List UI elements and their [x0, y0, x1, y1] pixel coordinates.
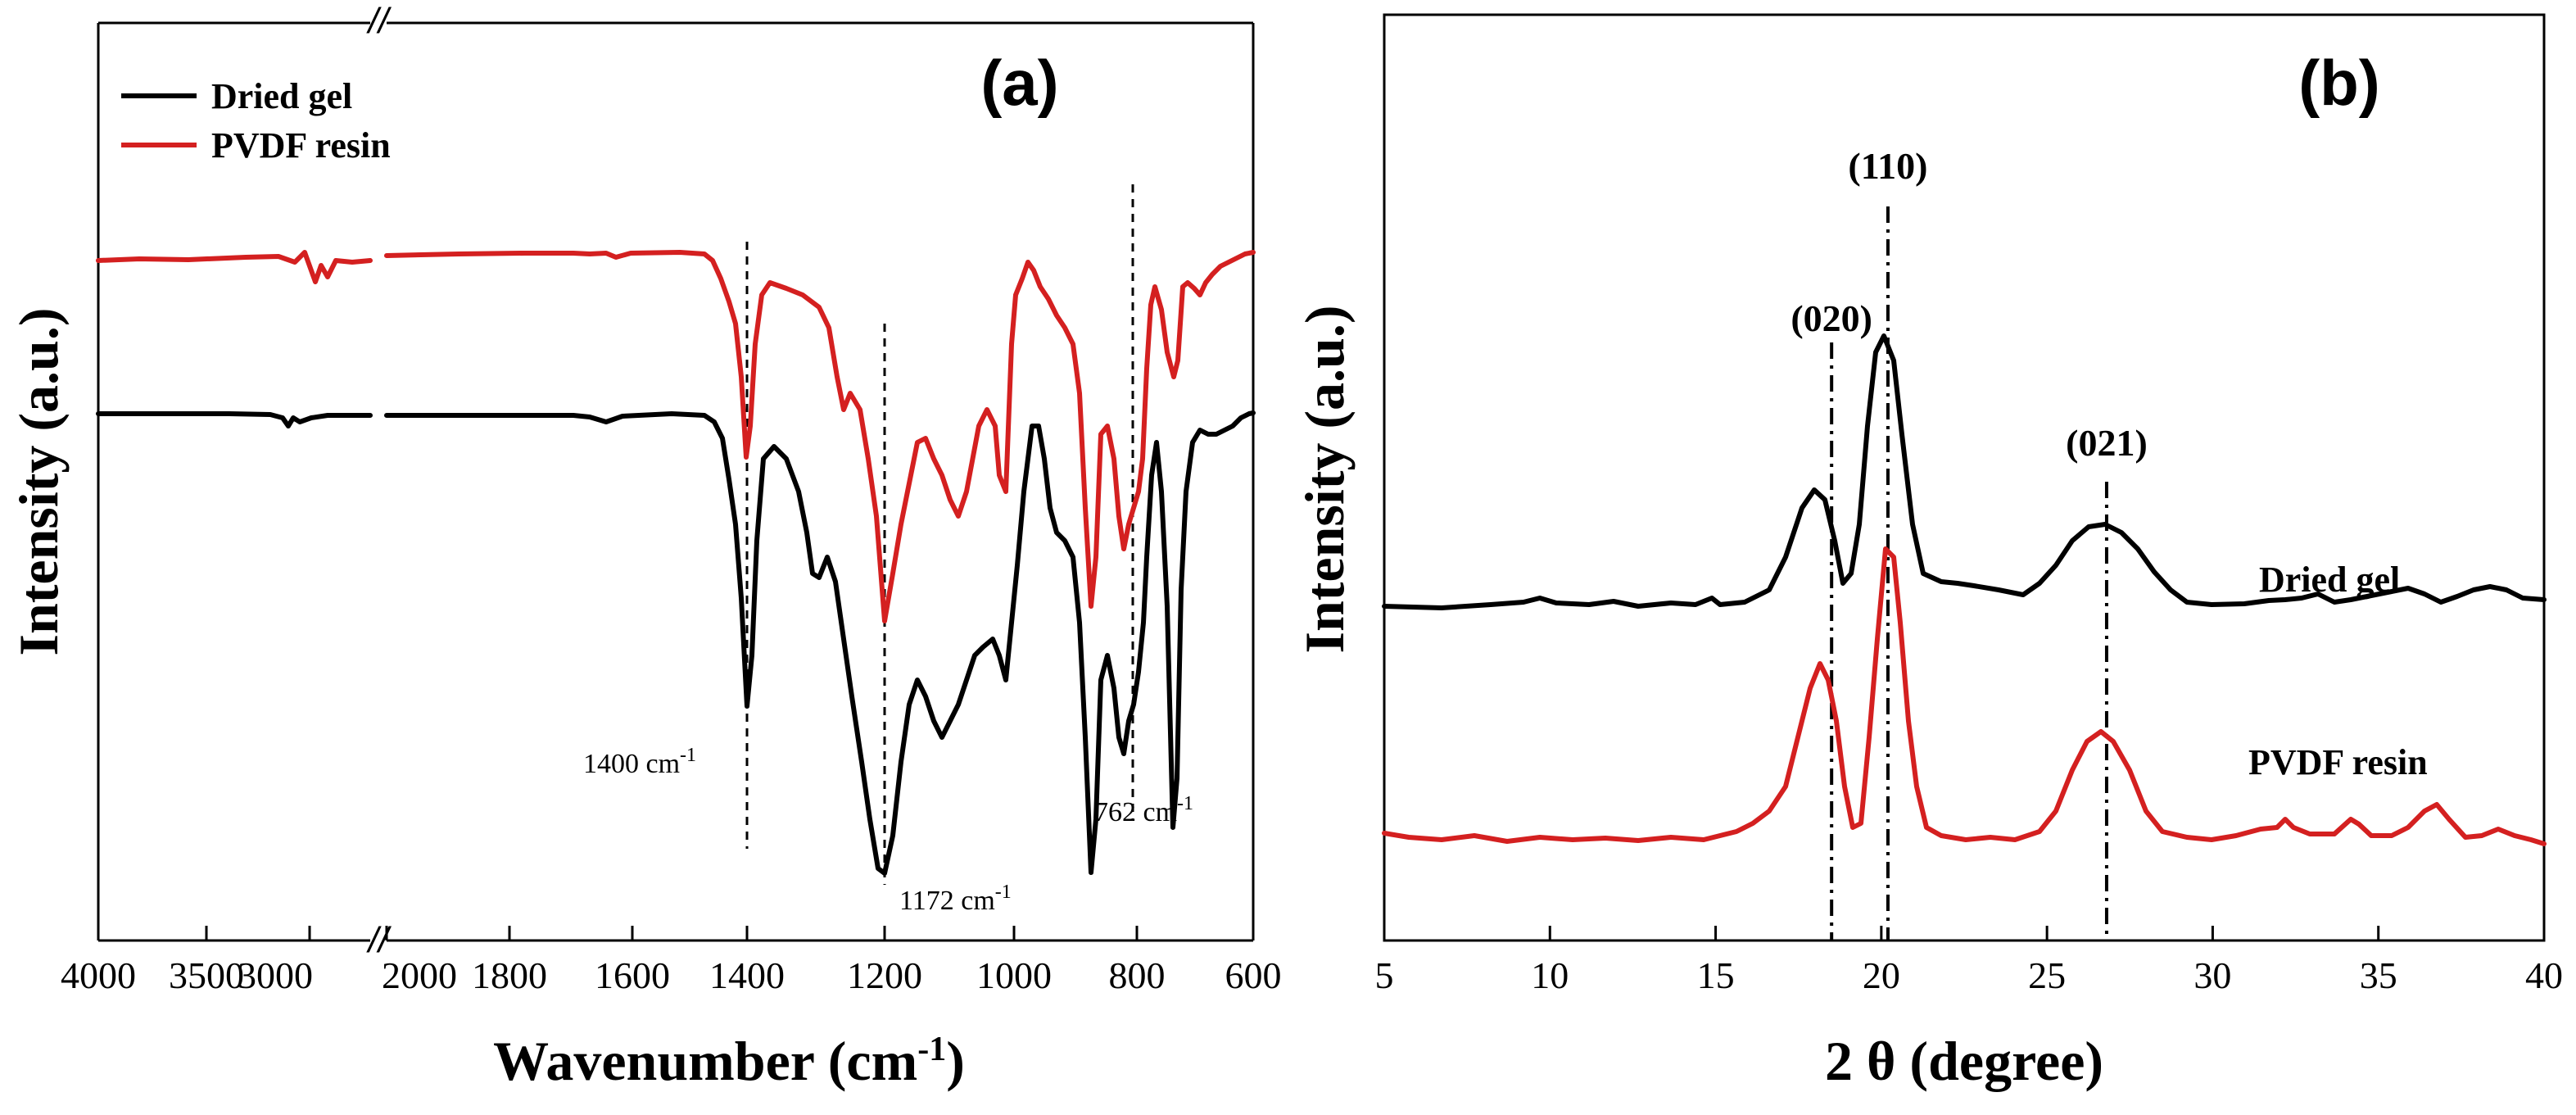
legend-label-pvdf-resin: PVDF resin [211, 125, 391, 165]
panel-b-peak-label-021: (021) [2066, 422, 2148, 464]
panel-b-series-dried-gel [1382, 333, 2547, 610]
panel-b-tick-label: 10 [1531, 954, 1569, 996]
panel-b-series-pvdf-resin [1382, 546, 2547, 846]
panel-b-tick-label: 35 [2360, 954, 2397, 996]
panel-a-tick-label: 2000 [382, 954, 457, 996]
panel-a-tick-label: 600 [1225, 954, 1282, 996]
panel-b-tick-label: 15 [1697, 954, 1735, 996]
panel-b-x-axis-title: 2 θ (degree) [1825, 1030, 2103, 1092]
panel-a-tick-label: 1000 [976, 954, 1052, 996]
panel-b-tick-label: 25 [2028, 954, 2066, 996]
panel-b-y-axis-title: Intensity (a.u.) [1293, 305, 1356, 653]
panel-a-x-axis-title: Wavenumber (cm-1) [493, 1030, 965, 1092]
panel-b-curve-label-dried-gel: Dried gel [2259, 560, 2400, 600]
panel-a-tick-label: 1600 [595, 954, 670, 996]
panel-a-tick-label: 4000 [61, 954, 136, 996]
panel-b: 5 10 15 20 25 30 35 40 (b) (020) (110) (021) Dr… [1293, 13, 2563, 1092]
panel-a-annotation-1400: 1400 cm-1 [583, 745, 696, 779]
panel-a-tick-label: 1400 [709, 954, 785, 996]
panel-b-tick-label: 30 [2193, 954, 2231, 996]
panel-a-annotation-762: 762 cm-1 [1094, 793, 1193, 827]
panel-a-y-axis-title: Intensity (a.u.) [7, 307, 70, 655]
panel-a-series-pvdf-resin [96, 250, 1256, 623]
panel-b-frame [1383, 13, 2546, 942]
panel-a-tick-label: 3000 [238, 954, 313, 996]
panel-a-tick-label: 3500 [169, 954, 244, 996]
panel-b-tick-label: 20 [1863, 954, 1900, 996]
panel-b-tick-label: 40 [2525, 954, 2563, 996]
panel-b-tick-label: 5 [1375, 954, 1394, 996]
panel-b-x-ticks: 5 10 15 20 25 30 35 40 [1375, 926, 2563, 996]
panel-a-legend: Dried gel PVDF resin [121, 76, 391, 165]
panel-b-curve-label-pvdf-resin: PVDF resin [2248, 742, 2428, 782]
panel-a-label: (a) [980, 47, 1058, 119]
panel-a-break-mark-top: // [366, 1, 392, 41]
panel-a-tick-label: 1200 [847, 954, 922, 996]
legend-label-dried-gel: Dried gel [211, 76, 352, 116]
panel-b-peak-label-110: (110) [1848, 145, 1927, 187]
panel-a-tick-label: 1800 [472, 954, 547, 996]
panel-a-annotation-1172: 1172 cm-1 [899, 882, 1012, 916]
panel-b-peak-label-020: (020) [1791, 297, 1872, 339]
panel-b-label: (b) [2298, 47, 2380, 119]
panel-a-series-dried-gel [96, 410, 1256, 876]
panel-a-tick-label: 800 [1109, 954, 1166, 996]
